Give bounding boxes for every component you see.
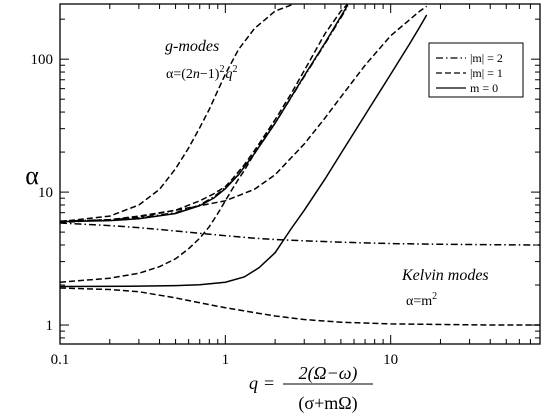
- x-label-denominator: (σ+mΩ): [298, 393, 357, 414]
- kelvin-formula: α=m2: [406, 291, 437, 309]
- series-line-dashed-4: [60, 5, 428, 224]
- series-line-dashdot-7: [60, 222, 540, 246]
- y-tick-label: 100: [31, 52, 54, 68]
- y-axis-label: α: [25, 161, 39, 190]
- x-label-q: q: [249, 373, 258, 393]
- legend-label-m0: m = 0: [470, 81, 498, 95]
- series-line-dashed-3: [60, 4, 349, 223]
- x-axis-label: q = 2(Ω−ω) (σ+mΩ): [249, 363, 373, 414]
- kelvin-modes-label: Kelvin modes: [401, 267, 489, 284]
- axis-ticks: 0.1 1 10 1 10 100: [31, 4, 541, 368]
- series-line-dashed-2: [60, 4, 295, 223]
- series-line-solid-1: [60, 14, 428, 288]
- legend: |m| = 2 |m| = 1 m = 0: [428, 42, 524, 98]
- series-line-dashed-6: [60, 287, 540, 326]
- series-layer: [60, 4, 540, 326]
- g-modes-label: g-modes: [165, 38, 219, 55]
- x-tick-label: 1: [222, 352, 230, 368]
- series-line-dashed-5: [60, 119, 276, 283]
- plot-frame: [59, 3, 541, 345]
- g-modes-formula: α=(2n−1)2q2: [166, 64, 237, 82]
- x-tick-label: 0.1: [51, 352, 70, 368]
- legend-label-m1: |m| = 1: [470, 66, 503, 80]
- y-tick-label: 10: [38, 185, 53, 201]
- x-tick-label: 10: [383, 352, 398, 368]
- x-label-eq: =: [264, 373, 274, 393]
- x-label-numerator: 2(Ω−ω): [299, 363, 358, 384]
- series-line-solid-0: [60, 4, 349, 223]
- y-tick-label: 1: [46, 318, 54, 334]
- legend-label-m2: |m| = 2: [470, 51, 503, 65]
